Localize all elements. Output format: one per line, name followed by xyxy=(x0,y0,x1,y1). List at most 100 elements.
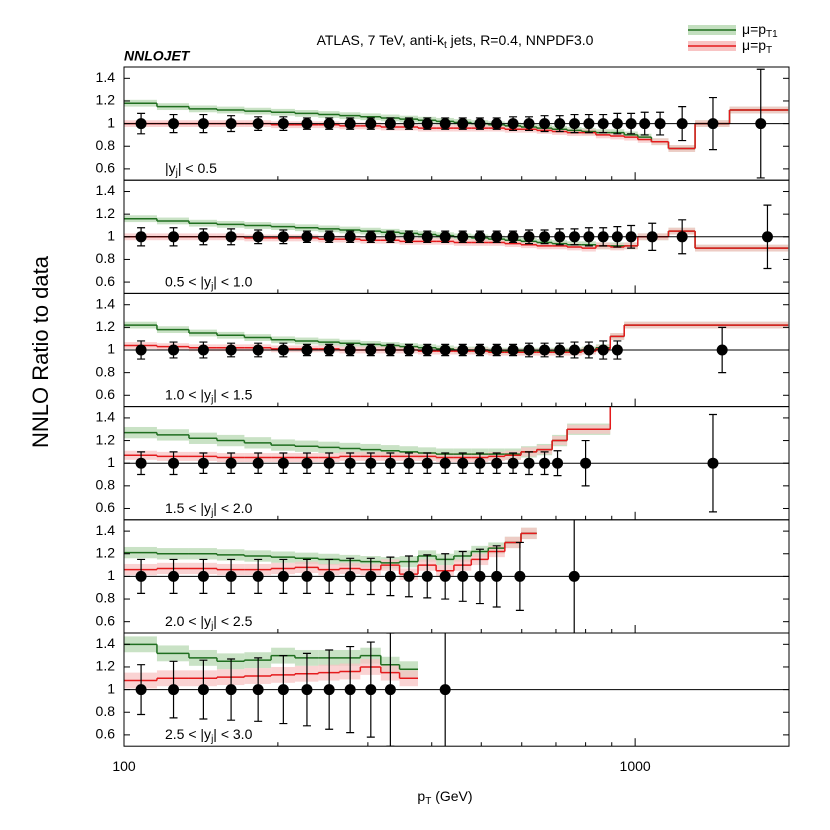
y-tick-label: 0.6 xyxy=(96,160,116,176)
data-point xyxy=(323,570,335,582)
data-point xyxy=(225,231,237,243)
panel-label-text: | < 1.0 xyxy=(213,273,252,289)
y-tick-label: 1.4 xyxy=(96,182,116,198)
data-point xyxy=(277,684,289,696)
data-point xyxy=(135,684,147,696)
title-text: ATLAS, 7 TeV, anti-k xyxy=(317,32,445,48)
y-tick-label: 0.6 xyxy=(96,273,116,289)
panel-label-text: 1.5 < |y xyxy=(165,500,211,516)
panel xyxy=(124,519,789,633)
data-point xyxy=(507,118,519,130)
data-point xyxy=(301,231,313,243)
panel-label: 1.0 < |yj| < 1.5 xyxy=(165,386,253,405)
data-point xyxy=(168,344,180,356)
uncertainty-band xyxy=(610,368,788,377)
data-point xyxy=(323,231,335,243)
y-tick-label: 1.2 xyxy=(96,205,116,221)
data-point xyxy=(625,231,637,243)
y-tick-label: 1.4 xyxy=(96,295,116,311)
y-tick-label: 1.4 xyxy=(96,635,116,651)
data-point xyxy=(611,344,623,356)
data-point xyxy=(225,344,237,356)
data-point xyxy=(344,457,356,469)
y-tick-label: 1.2 xyxy=(96,544,116,560)
panel-label-sub: j xyxy=(210,507,213,518)
data-point xyxy=(135,344,147,356)
panel-label-text: 2.0 < |y xyxy=(165,613,211,629)
data-point xyxy=(301,570,313,582)
y-tick-label: 0.8 xyxy=(96,477,116,493)
panel-label-text: 0.5 < |y xyxy=(165,273,211,289)
y-tick-label: 0.8 xyxy=(96,703,116,719)
data-point xyxy=(323,684,335,696)
panel-label: |yj| < 0.5 xyxy=(165,160,217,179)
data-point xyxy=(421,570,433,582)
panel-label-text: |y xyxy=(165,160,176,176)
data-point xyxy=(365,684,377,696)
data-point xyxy=(439,118,451,130)
data-point xyxy=(583,344,595,356)
data-point xyxy=(225,457,237,469)
y-tick-label: 1.4 xyxy=(96,409,116,425)
y-tick-label: 0.8 xyxy=(96,590,116,606)
data-point xyxy=(568,570,580,582)
data-point xyxy=(197,344,209,356)
y-tick-label: 0.8 xyxy=(96,137,116,153)
y-tick-label: 1 xyxy=(107,454,115,470)
panel-label-text: | < 2.0 xyxy=(213,500,252,516)
data-point xyxy=(514,570,526,582)
y-tick-label: 1.4 xyxy=(96,69,116,85)
data-point xyxy=(135,570,147,582)
data-point xyxy=(491,570,503,582)
data-point xyxy=(403,570,415,582)
data-point xyxy=(344,684,356,696)
data-point xyxy=(552,457,564,469)
y-tick-label: 1 xyxy=(107,341,115,357)
data-point xyxy=(554,344,566,356)
data-point xyxy=(539,344,551,356)
uncertainty-band xyxy=(610,367,788,378)
data-point xyxy=(403,231,415,243)
legend-text: μ=p xyxy=(742,21,766,37)
data-point xyxy=(491,457,503,469)
panel-label: 2.0 < |yj| < 2.5 xyxy=(165,613,253,632)
data-point xyxy=(457,231,469,243)
y-tick-label: 1.2 xyxy=(96,318,116,334)
panel-label: 0.5 < |yj| < 1.0 xyxy=(165,273,253,292)
data-point xyxy=(421,231,433,243)
panel-label-sub: j xyxy=(210,734,213,745)
data-point xyxy=(611,118,623,130)
panel-label-sub: j xyxy=(175,168,178,179)
data-point xyxy=(707,457,719,469)
data-point xyxy=(135,118,147,130)
data-point xyxy=(365,457,377,469)
data-point xyxy=(474,118,486,130)
data-point xyxy=(277,344,289,356)
panel-label-text: | < 3.0 xyxy=(213,726,252,742)
data-point xyxy=(365,344,377,356)
panel-label-text: | < 2.5 xyxy=(213,613,252,629)
data-point xyxy=(135,231,147,243)
data-point xyxy=(277,231,289,243)
data-point xyxy=(654,118,666,130)
data-point xyxy=(439,457,451,469)
data-point xyxy=(611,231,623,243)
data-point xyxy=(403,118,415,130)
data-point xyxy=(384,457,396,469)
data-point xyxy=(301,684,313,696)
panel-label-text: | < 1.5 xyxy=(213,386,252,402)
data-point xyxy=(539,118,551,130)
data-point xyxy=(523,457,535,469)
legend-sub: T1 xyxy=(766,29,778,40)
panel-label-sub: j xyxy=(210,281,213,292)
data-point xyxy=(421,118,433,130)
data-point xyxy=(554,231,566,243)
data-point xyxy=(168,118,180,130)
panel-label-sub: j xyxy=(210,394,213,405)
data-point xyxy=(252,570,264,582)
y-tick-label: 0.6 xyxy=(96,386,116,402)
data-point xyxy=(365,231,377,243)
data-point xyxy=(646,231,658,243)
panel-label-sub: j xyxy=(210,621,213,632)
data-point xyxy=(580,457,592,469)
